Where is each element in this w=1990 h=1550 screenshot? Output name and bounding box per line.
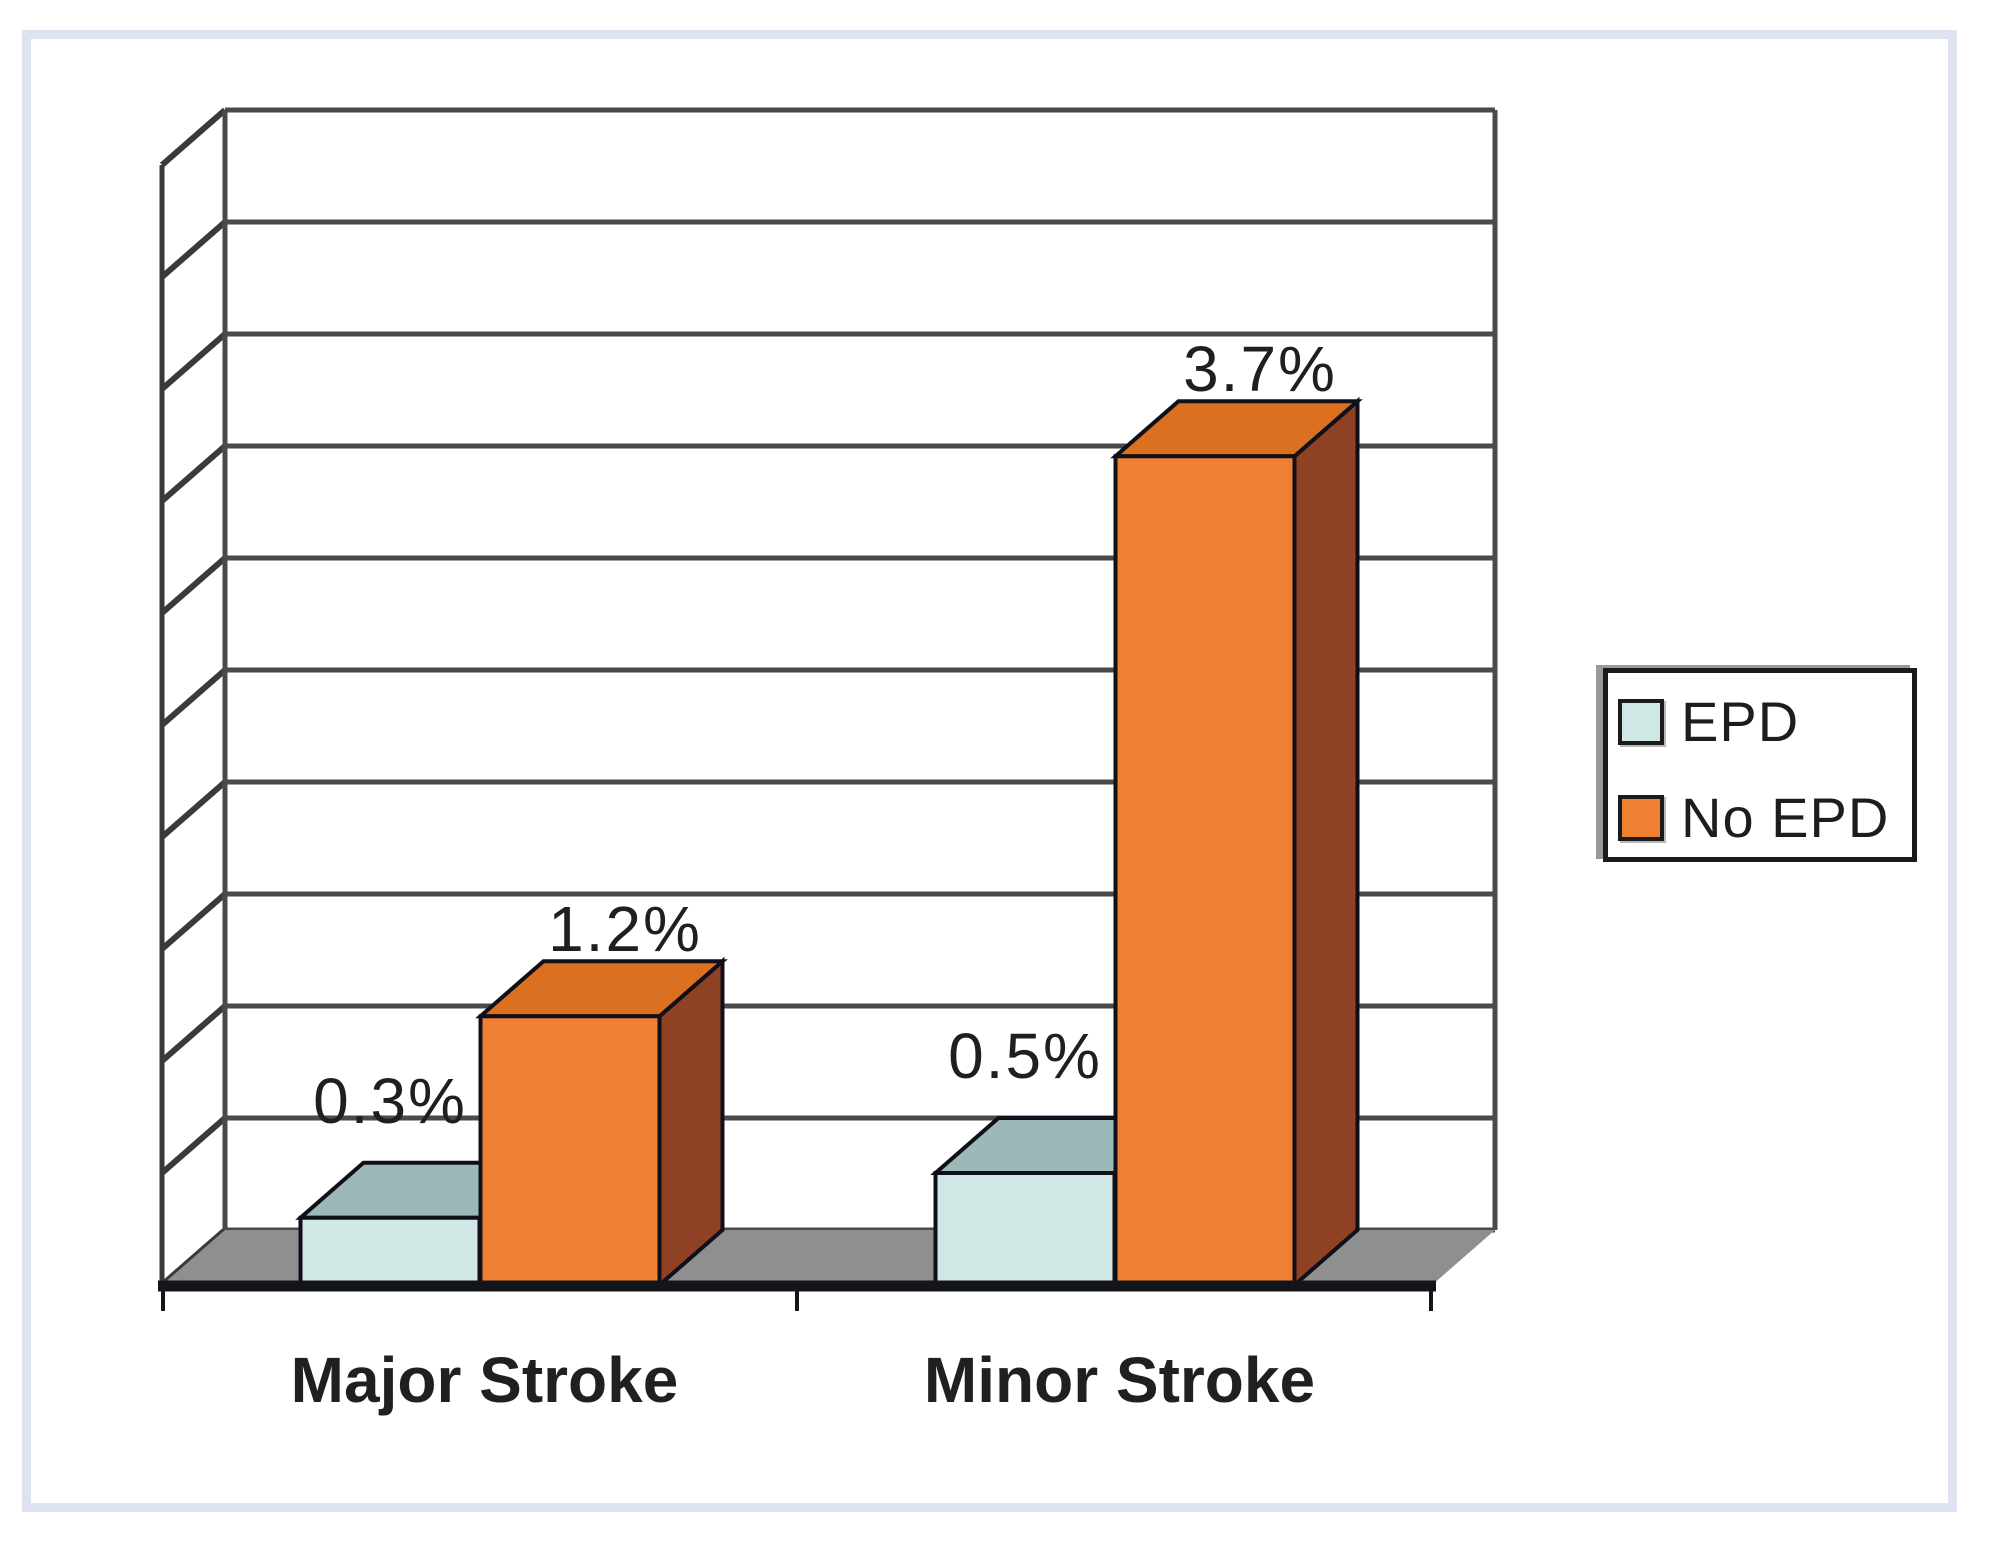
chart-line — [160, 779, 227, 840]
chart-line — [160, 891, 227, 952]
category-label-minor-stroke: Minor Stroke — [924, 1344, 1315, 1416]
chart-labels: 0.3% 0.5% 1.2% 3.7% Major Stroke Minor S… — [291, 333, 1337, 1416]
legend: EPD No EPD — [1603, 668, 1917, 862]
legend-label-no-epd: No EPD — [1681, 786, 1890, 849]
chart-line — [160, 667, 227, 728]
chart-line — [160, 443, 227, 504]
legend-item-epd: EPD — [1618, 690, 1912, 753]
data-label-epd-minor-stroke: 0.5% — [948, 1020, 1102, 1092]
data-label-noepd-major-stroke: 1.2% — [548, 893, 702, 965]
chart-line — [160, 555, 227, 616]
chart-line — [160, 219, 227, 280]
bar-no-epd-major-stroke-front-face — [478, 1014, 662, 1287]
figure-border-frame — [22, 30, 1957, 1512]
chart-line — [160, 1115, 227, 1176]
chart-line — [160, 1003, 227, 1064]
chart-bars — [295, 396, 1363, 1290]
chart-axis-baseline — [158, 1280, 1436, 1311]
legend-item-no-epd: No EPD — [1618, 786, 1912, 849]
data-label-epd-major-stroke: 0.3% — [313, 1065, 467, 1137]
legend-swatch-epd — [1618, 699, 1664, 745]
bar-no-epd-minor-stroke-front-face — [1113, 454, 1297, 1287]
legend-swatch-no-epd — [1618, 795, 1664, 841]
legend-label-epd: EPD — [1681, 690, 1800, 753]
chart-line — [160, 331, 227, 392]
chart-line — [160, 107, 227, 168]
bar-no-epd-minor-stroke-side-face — [1292, 396, 1360, 1290]
bar-epd-minor-stroke-front-face — [933, 1171, 1117, 1287]
category-label-major-stroke: Major Stroke — [291, 1344, 679, 1416]
data-label-noepd-minor-stroke: 3.7% — [1183, 333, 1337, 405]
bar-epd-major-stroke-front-face — [298, 1215, 482, 1287]
